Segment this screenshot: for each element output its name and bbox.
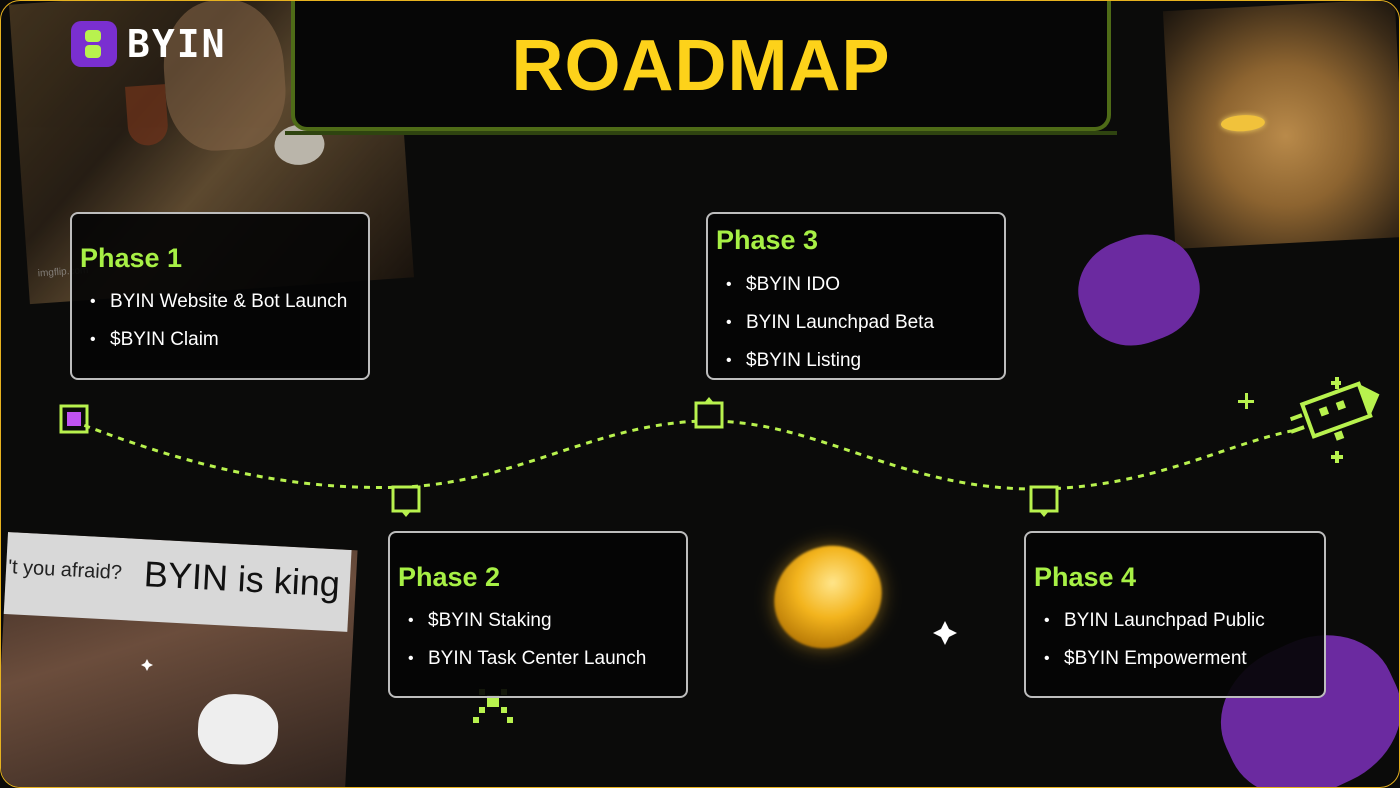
logo[interactable]: BYIN	[71, 21, 227, 67]
sparkle-icon	[1238, 393, 1254, 409]
rocket-icon	[1289, 381, 1380, 441]
phase-card-1: Phase 1 BYIN Website & Bot Launch $BYIN …	[70, 212, 370, 380]
phase-title: Phase 4	[1034, 562, 1137, 592]
phase-item: $BYIN Listing	[726, 349, 934, 387]
sparkle-icon	[933, 621, 957, 645]
gold-coin-icon	[755, 526, 901, 668]
logo-mark-icon	[71, 21, 117, 67]
phase-card-4: Phase 4 BYIN Launchpad Public $BYIN Empo…	[1024, 531, 1326, 698]
phase-title: Phase 1	[80, 243, 183, 273]
title-banner: ROADMAP	[285, 1, 1117, 135]
phase-item: BYIN Website & Bot Launch	[90, 290, 347, 328]
speech-bubble-marker-icon	[694, 397, 724, 429]
speech-bubble-marker-icon	[391, 485, 421, 517]
timeline-path	[72, 419, 1292, 491]
page-title: ROADMAP	[511, 26, 891, 106]
phase-item: BYIN Launchpad Public	[1044, 609, 1265, 647]
phase-item: $BYIN Staking	[408, 609, 646, 647]
phase-title: Phase 3	[716, 225, 819, 255]
phase-title: Phase 2	[398, 562, 501, 592]
sparkle-icon	[141, 659, 153, 671]
phase-item: BYIN Launchpad Beta	[726, 311, 934, 349]
speech-bubble-marker-icon	[1029, 485, 1059, 517]
phase-card-3: Phase 3 $BYIN IDO BYIN Launchpad Beta $B…	[706, 212, 1006, 380]
phase-item: BYIN Task Center Launch	[408, 647, 646, 685]
phase-item: $BYIN Empowerment	[1044, 647, 1265, 685]
phase-items: BYIN Website & Bot Launch $BYIN Claim	[90, 290, 347, 366]
phase-items: $BYIN Staking BYIN Task Center Launch	[408, 609, 646, 685]
phase-item: $BYIN IDO	[726, 273, 934, 311]
phase-items: BYIN Launchpad Public $BYIN Empowerment	[1044, 609, 1265, 685]
square-marker-icon	[59, 404, 89, 434]
logo-text: BYIN	[127, 22, 227, 66]
phase-item: $BYIN Claim	[90, 328, 347, 366]
phase-card-2: Phase 2 $BYIN Staking BYIN Task Center L…	[388, 531, 688, 698]
phase-items: $BYIN IDO BYIN Launchpad Beta $BYIN List…	[726, 273, 934, 387]
sparkle-icon	[1331, 377, 1343, 463]
